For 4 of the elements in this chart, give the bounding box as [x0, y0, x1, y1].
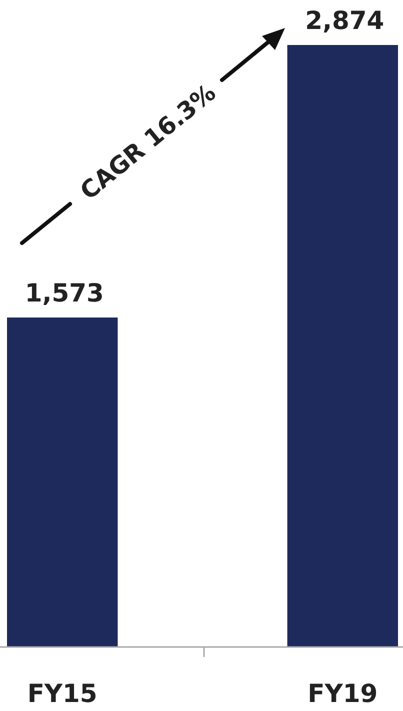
data-label: 1,573: [24, 278, 104, 308]
x-tick-label: FY15: [27, 679, 98, 708]
data-label: 2,874: [305, 6, 384, 35]
x-tick-label: FY19: [308, 679, 378, 708]
